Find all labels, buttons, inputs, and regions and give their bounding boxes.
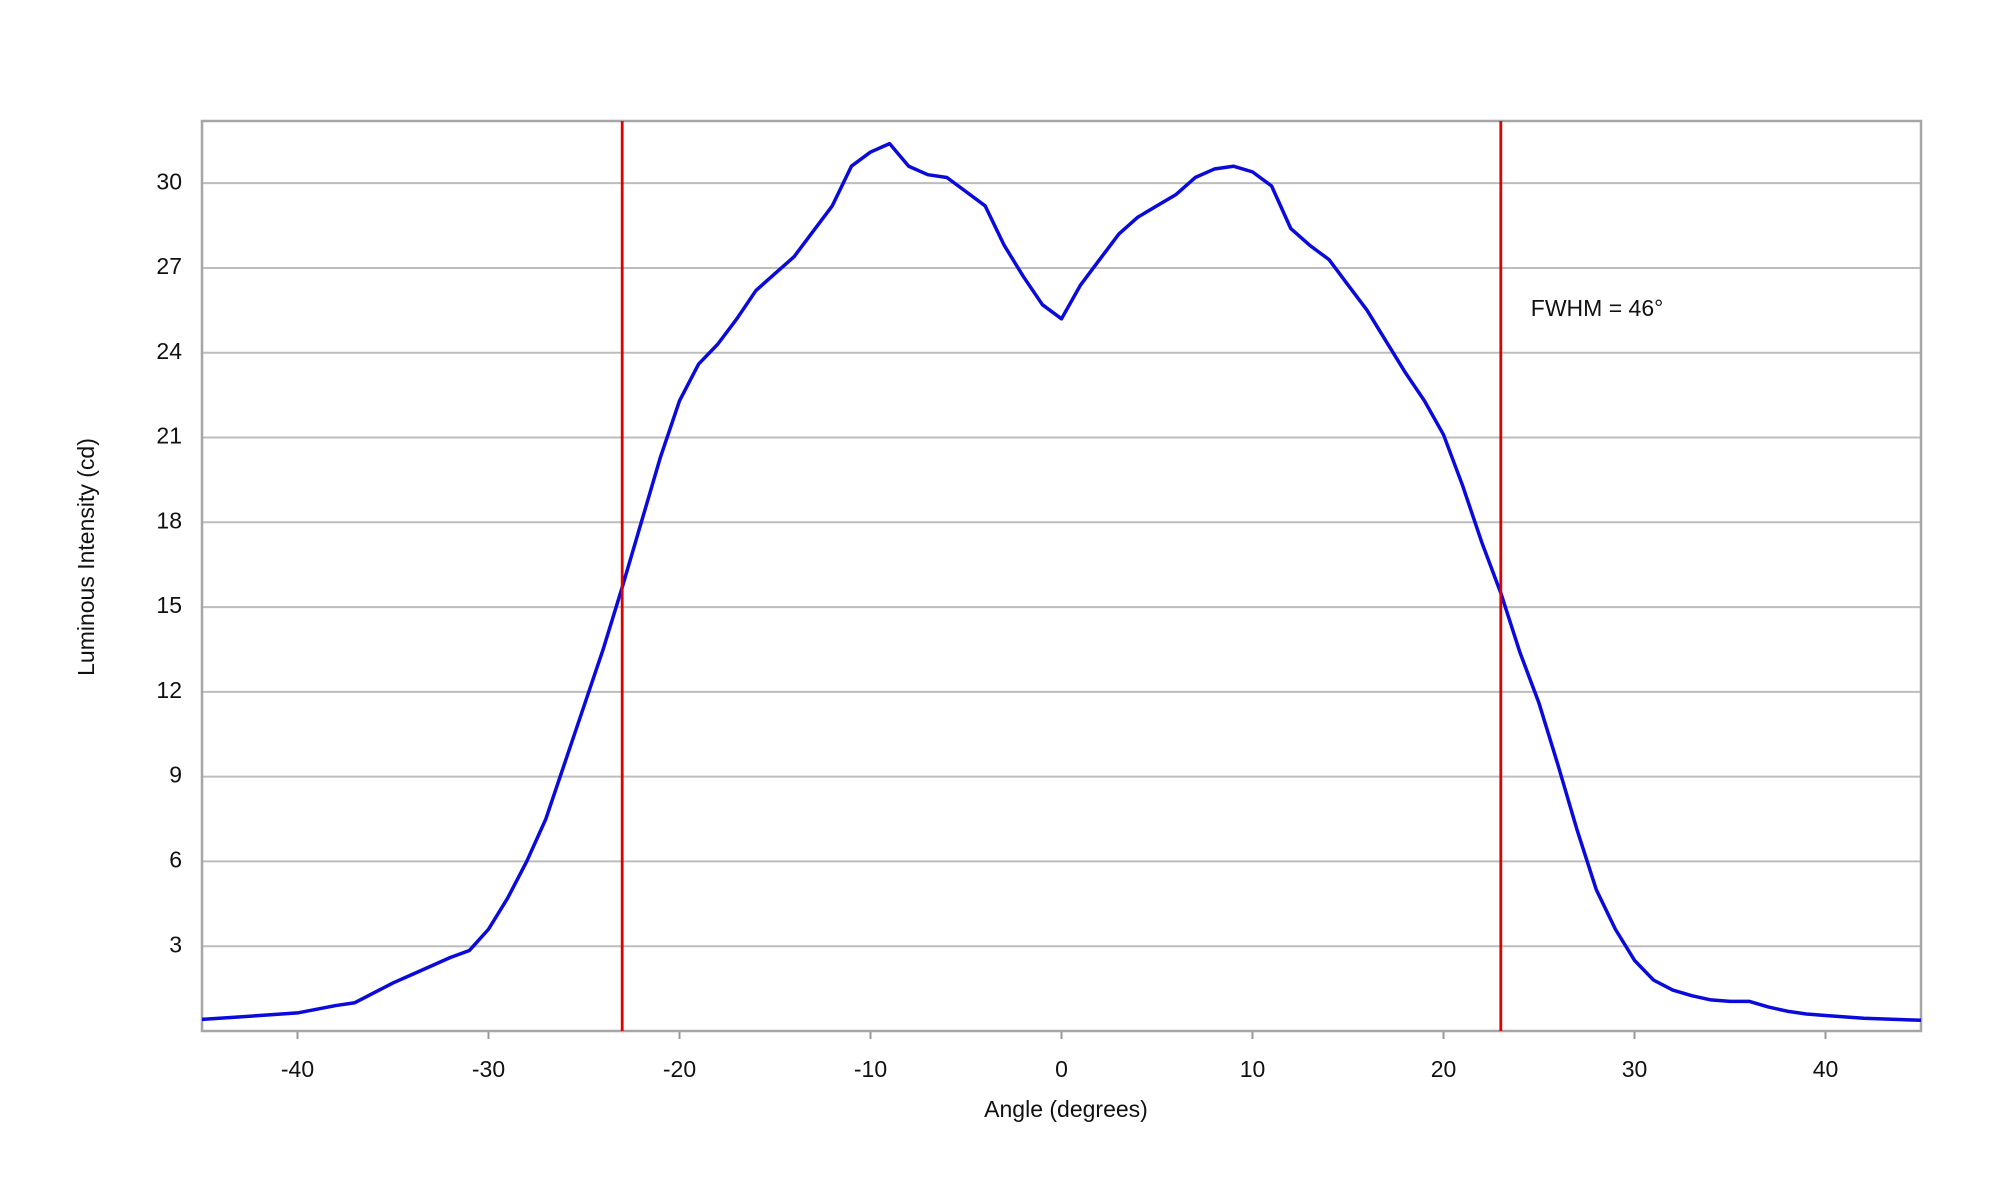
- x-tick-label: 20: [1431, 1056, 1457, 1082]
- y-tick-label: 3: [169, 931, 182, 957]
- data-line: [201, 141, 1922, 1023]
- y-tick-label: 6: [169, 847, 182, 873]
- y-tick-label: 21: [156, 423, 182, 449]
- y-tick-label: 15: [156, 592, 182, 618]
- x-tick-label: 10: [1240, 1056, 1266, 1082]
- x-tick-label: 40: [1813, 1056, 1839, 1082]
- x-tick-label: 0: [1055, 1056, 1068, 1082]
- x-axis-label: Angle (degrees): [984, 1096, 1148, 1122]
- y-tick-label: 18: [156, 507, 182, 533]
- x-tick-label: 30: [1622, 1056, 1648, 1082]
- plot-frame: [200, 119, 1923, 1033]
- y-tick-label: 12: [156, 677, 182, 703]
- x-tick-label: -40: [281, 1056, 314, 1082]
- y-tick-label: 27: [156, 253, 182, 279]
- x-tick-label: -10: [854, 1056, 887, 1082]
- y-tick-label: 9: [169, 762, 182, 788]
- annotation: FWHM = 46°: [1531, 295, 1664, 321]
- x-tick-label: -20: [663, 1056, 696, 1082]
- y-axis-label: Luminous Intensity (cd): [73, 438, 99, 676]
- y-tick-label: 30: [156, 168, 182, 194]
- y-tick-label: 24: [156, 338, 182, 364]
- x-tick-label: -30: [472, 1056, 505, 1082]
